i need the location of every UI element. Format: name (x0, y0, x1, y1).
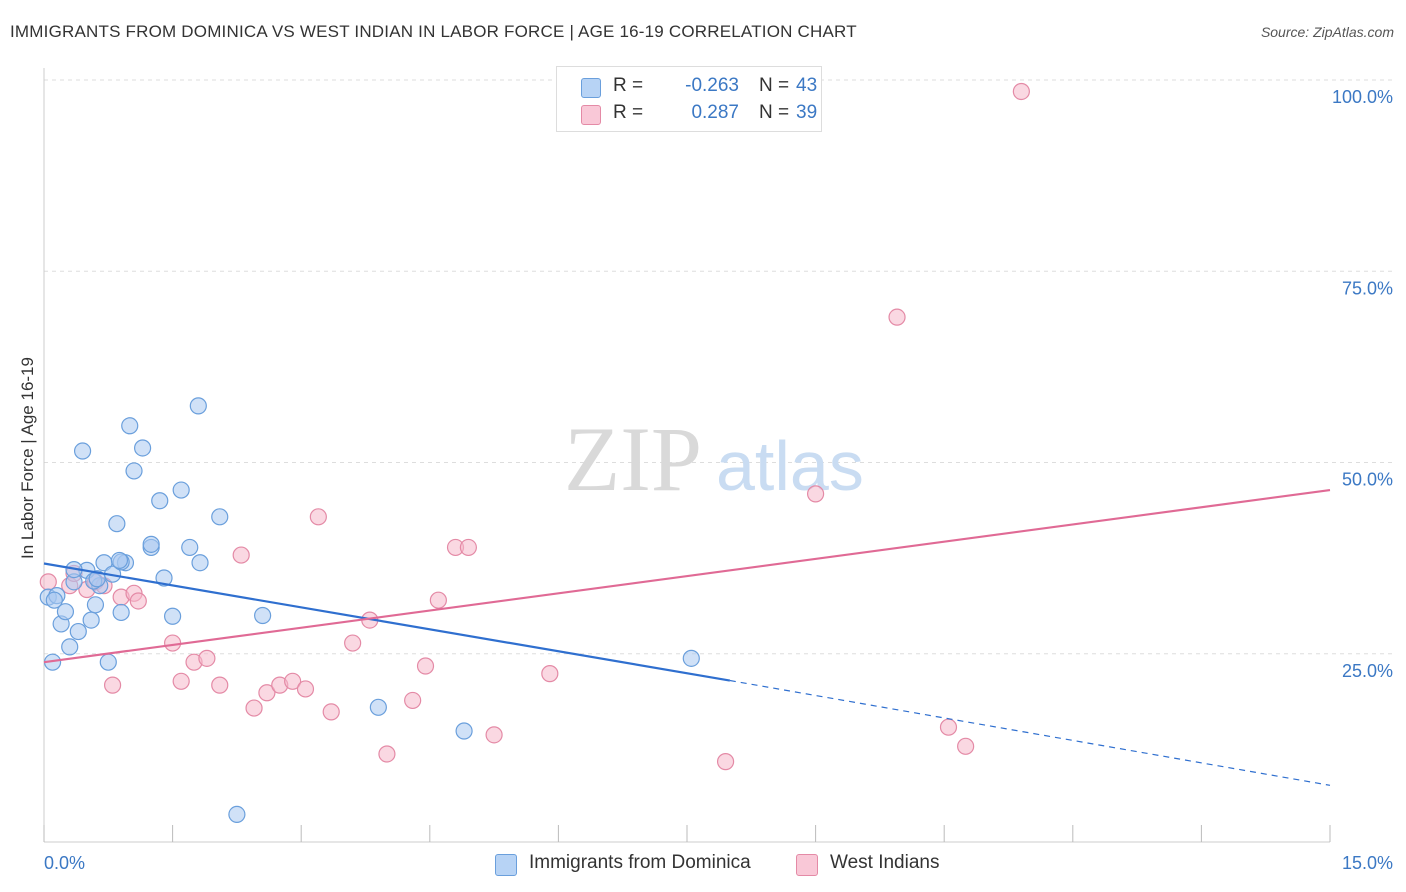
series-legend: Immigrants from Dominica West Indians (0, 852, 1406, 878)
legend-swatch-pink (796, 854, 818, 876)
series-west-indians (39, 82, 1030, 771)
data-point (416, 657, 435, 675)
r-value: 0.287 (691, 102, 739, 123)
data-point (121, 417, 139, 435)
data-point (198, 649, 216, 667)
trend-line-dominica-extension (729, 679, 1331, 786)
data-point (110, 551, 129, 570)
data-point (404, 691, 422, 710)
series-dominica (39, 397, 700, 824)
data-point (232, 546, 250, 564)
data-point (309, 508, 327, 526)
source-label: Source: ZipAtlas.com (1260, 24, 1394, 40)
trend-lines (43, 488, 1331, 786)
data-point (322, 703, 340, 721)
n-value: 43 (796, 75, 818, 96)
data-point (284, 672, 302, 690)
data-point (103, 676, 122, 694)
data-point (129, 592, 147, 610)
y-tick-label: 25.0% (1342, 661, 1393, 681)
legend-label: Immigrants from Dominica (529, 852, 751, 873)
correlation-legend: R = -0.263 N = 43 R = 0.287 N = 39 (556, 66, 822, 132)
data-point (155, 569, 173, 587)
axes (43, 68, 1331, 843)
data-point (369, 698, 387, 716)
data-point (181, 538, 199, 557)
n-label: N = (759, 102, 790, 123)
watermark-atlas: atlas (716, 427, 864, 505)
legend-swatch-blue (581, 78, 601, 98)
data-point (73, 442, 92, 460)
data-point (112, 603, 130, 622)
data-point (429, 591, 447, 609)
data-point (806, 485, 825, 503)
data-point (888, 308, 906, 326)
data-point (45, 591, 63, 609)
data-point (108, 515, 126, 533)
legend-swatch-pink (581, 105, 601, 125)
data-point (296, 680, 315, 698)
data-point (957, 737, 975, 755)
r-value: -0.263 (685, 75, 739, 96)
data-point (258, 684, 276, 702)
y-tick-label: 50.0% (1342, 470, 1393, 490)
data-point (86, 596, 105, 614)
data-point (191, 554, 209, 572)
x-tick-label: 0.0% (44, 853, 85, 873)
data-point (716, 753, 735, 771)
n-label: N = (759, 75, 790, 96)
x-tick-label: 15.0% (1342, 853, 1393, 873)
trend-line-west-indians (43, 488, 1331, 664)
data-point (164, 607, 182, 625)
tick-labels: 100.0% 75.0% 50.0% 25.0% 0.0% 15.0% (44, 87, 1393, 873)
data-point (485, 726, 503, 744)
data-point (541, 665, 559, 683)
y-axis-label: In Labor Force | Age 16-19 (18, 357, 37, 559)
data-point (378, 745, 396, 763)
data-point (82, 611, 100, 629)
watermark-zip: ZIP (564, 408, 702, 510)
data-point (172, 481, 190, 499)
data-point (455, 722, 473, 740)
data-point (172, 672, 190, 690)
data-point (142, 535, 160, 553)
data-point (189, 397, 207, 415)
r-label: R = (613, 102, 644, 123)
r-label: R = (613, 75, 644, 96)
data-point (344, 634, 362, 652)
grid-lines (44, 79, 1392, 655)
data-point (211, 508, 229, 526)
y-tick-label: 100.0% (1332, 87, 1393, 107)
data-point (39, 573, 57, 591)
legend-swatch-blue (495, 854, 517, 876)
data-point (254, 606, 272, 625)
data-point (228, 805, 246, 824)
data-point (133, 439, 152, 457)
chart-title: IMMIGRANTS FROM DOMINICA VS WEST INDIAN … (10, 22, 857, 41)
data-point (939, 718, 958, 736)
data-point (682, 649, 700, 667)
data-point (151, 492, 169, 510)
data-point (211, 676, 229, 694)
data-point (88, 570, 106, 588)
data-point (164, 634, 182, 652)
trend-line-dominica (43, 562, 731, 682)
data-point (69, 622, 87, 641)
data-point (125, 462, 143, 480)
data-point (245, 699, 263, 717)
data-point (459, 538, 477, 557)
data-point (1012, 82, 1030, 101)
legend-label: West Indians (830, 852, 940, 873)
n-value: 39 (796, 102, 818, 123)
data-point (99, 653, 117, 671)
y-tick-label: 75.0% (1342, 278, 1393, 298)
data-point (56, 603, 75, 621)
data-point (61, 638, 79, 656)
